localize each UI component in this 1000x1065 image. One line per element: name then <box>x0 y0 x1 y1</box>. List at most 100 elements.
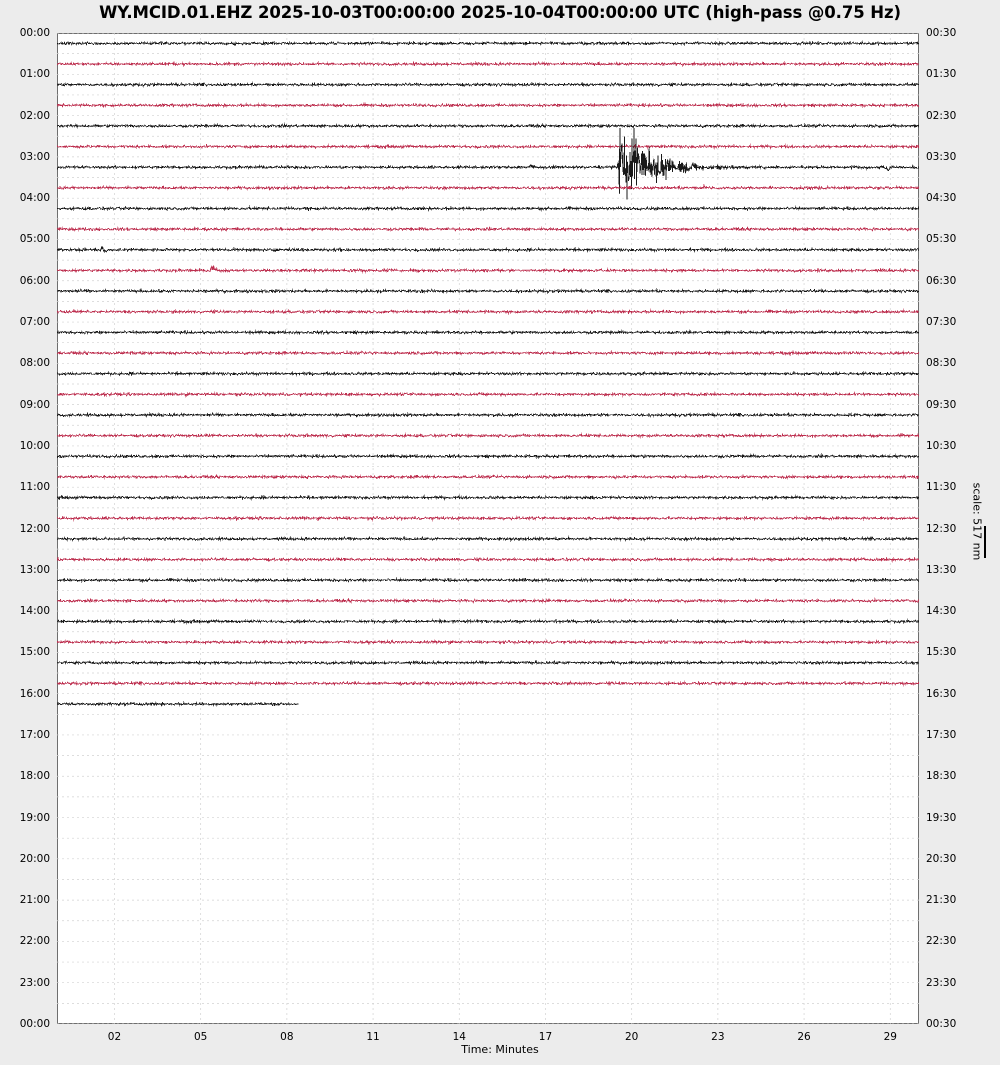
y-axis-left-label: 16:00 <box>19 687 50 700</box>
y-axis-right-label: 11:30 <box>926 481 957 494</box>
trace-row <box>57 597 919 604</box>
y-axis-right-label: 16:30 <box>926 687 957 700</box>
y-axis-left-label: 00:00 <box>19 27 50 39</box>
plot-area <box>57 33 919 1024</box>
y-axis-left-label: 20:00 <box>19 852 50 865</box>
x-axis-tick-label: 23 <box>711 1031 725 1043</box>
scale-label: scale: 517 nm <box>970 482 984 561</box>
seismogram-traces <box>57 33 919 1024</box>
y-axis-right-label: 07:30 <box>926 316 957 329</box>
trace-row <box>57 287 919 295</box>
y-axis-right-label: 01:30 <box>926 68 957 81</box>
scale-indicator: scale: 517 nm <box>958 483 998 598</box>
trace-row <box>57 246 919 254</box>
y-axis-right-label: 18:30 <box>926 770 957 783</box>
y-axis-left-label: 18:00 <box>19 770 50 783</box>
trace-row <box>57 577 919 584</box>
y-axis-right-label: 00:30 <box>926 27 957 39</box>
y-axis-left-label: 00:00 <box>19 1018 50 1030</box>
y-axis-left-label: 17:00 <box>19 728 50 741</box>
trace-row <box>57 60 919 68</box>
trace-row <box>57 679 919 687</box>
trace-row <box>57 102 919 109</box>
y-axis-left-label: 12:00 <box>19 522 50 535</box>
trace-row <box>57 225 919 233</box>
trace-row <box>57 618 919 625</box>
y-axis-right-label: 03:30 <box>926 150 957 163</box>
y-axis-right-label: 17:30 <box>926 728 957 741</box>
x-axis-tick-label: 11 <box>366 1031 380 1043</box>
y-axis-right-label: 09:30 <box>926 398 957 411</box>
x-axis-tick-label: 08 <box>280 1031 294 1043</box>
x-axis-tick-label: 17 <box>538 1031 553 1043</box>
y-axis-left-label: 03:00 <box>19 150 50 163</box>
y-axis-left-label: 04:00 <box>19 192 50 205</box>
trace-row <box>57 515 919 522</box>
y-axis-right-label: 00:30 <box>926 1018 957 1030</box>
x-axis-tick-label: 02 <box>107 1031 122 1043</box>
y-axis-right-label: 22:30 <box>926 935 957 948</box>
y-axis-left-label: 07:00 <box>19 316 50 329</box>
trace-row <box>57 639 919 646</box>
x-axis-tick-label: 29 <box>883 1031 897 1043</box>
trace-row <box>57 556 919 563</box>
y-axis-left-label: 05:00 <box>19 233 50 246</box>
trace-row <box>57 494 919 501</box>
y-axis-right-label: 06:30 <box>926 274 957 287</box>
y-axis-right-label: 23:30 <box>926 976 957 989</box>
trace-row <box>57 81 919 88</box>
y-axis-left-label: 09:00 <box>19 398 50 411</box>
y-axis-right-label: 08:30 <box>926 357 957 370</box>
trace-row <box>57 39 919 47</box>
y-axis-right-label: 02:30 <box>926 109 957 122</box>
trace-row <box>57 473 919 480</box>
trace-row <box>57 308 919 316</box>
trace-row <box>57 432 919 439</box>
y-axis-right-label: 12:30 <box>926 522 957 535</box>
trace-row <box>57 659 919 666</box>
trace-row <box>57 183 919 192</box>
trace-row <box>57 127 919 200</box>
y-axis-left-label: 14:00 <box>19 605 50 618</box>
y-axis-left-label: 01:00 <box>19 68 50 81</box>
trace-row <box>57 143 919 150</box>
y-axis-left-label: 06:00 <box>19 274 50 287</box>
y-axis-right-label: 04:30 <box>926 192 957 205</box>
x-axis-tick-label: 20 <box>624 1031 639 1043</box>
x-axis-tick-label: 05 <box>193 1031 208 1043</box>
page-title: WY.MCID.01.EHZ 2025-10-03T00:00:00 2025-… <box>99 3 901 22</box>
y-axis-left-label: 08:00 <box>19 357 50 370</box>
trace-row <box>57 329 919 336</box>
trace-row <box>57 411 919 419</box>
y-axis-left-label: 23:00 <box>19 976 50 989</box>
y-axis-left-label: 19:00 <box>19 811 50 824</box>
trace-row <box>57 370 919 377</box>
x-axis-title: Time: Minutes <box>461 1043 539 1056</box>
y-axis-right-label: 14:30 <box>926 605 957 618</box>
y-axis-left-label: 22:00 <box>19 935 50 948</box>
trace-row <box>57 349 919 357</box>
x-axis-tick-label: 14 <box>452 1031 466 1043</box>
y-axis-left-label: 11:00 <box>19 481 50 494</box>
y-axis-right-label: 10:30 <box>926 439 957 452</box>
trace-row <box>57 122 919 129</box>
y-axis-left-label: 02:00 <box>19 109 50 122</box>
trace-row <box>57 452 919 460</box>
trace-row <box>57 205 919 212</box>
y-axis-right-label: 19:30 <box>926 811 957 824</box>
y-axis-right-label: 05:30 <box>926 233 957 246</box>
y-axis-left-label: 10:00 <box>19 439 50 452</box>
y-axis-right-label: 20:30 <box>926 852 957 865</box>
x-axis-tick-label: 26 <box>797 1031 811 1043</box>
y-axis-left-label: 15:00 <box>19 646 50 659</box>
y-axis-right-label: 13:30 <box>926 563 957 576</box>
trace-row <box>57 391 919 398</box>
y-axis-right-label: 15:30 <box>926 646 957 659</box>
trace-row <box>57 535 919 542</box>
scale-bar <box>984 526 986 558</box>
trace-row <box>57 700 299 708</box>
y-axis-left-label: 21:00 <box>19 894 50 907</box>
y-axis-right-label: 21:30 <box>926 894 957 907</box>
trace-row <box>57 265 919 274</box>
